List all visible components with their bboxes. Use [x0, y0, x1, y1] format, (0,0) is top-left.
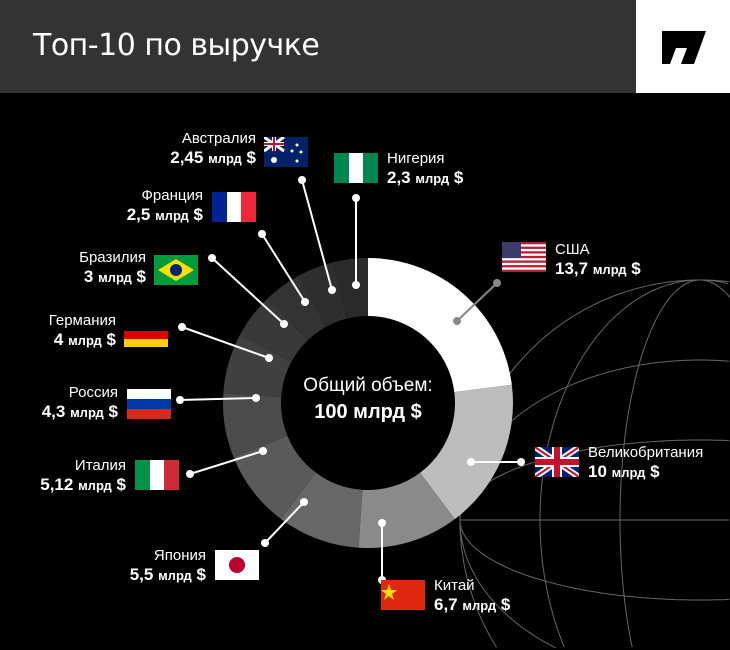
leader-dot [261, 539, 269, 547]
data-label: Япония 5,5 млрд $ [130, 546, 206, 585]
category-label: Германия [48, 312, 116, 329]
leader-dot [352, 281, 360, 289]
flag-cn-icon [381, 580, 425, 610]
slice-7 [240, 298, 308, 363]
data-label: Россия 4,3 млрд $ [42, 383, 118, 422]
leader-line-8 [261, 233, 306, 303]
leader-line-9 [301, 179, 333, 291]
data-label: Италия 5,12 млрд $ [40, 456, 126, 495]
data-label: США 13,7 млрд $ [555, 240, 641, 279]
leader-dot [265, 354, 273, 362]
value-label: 4,3 млрд $ [41, 402, 118, 421]
leader-dot [517, 458, 525, 466]
leader-line-6 [181, 326, 270, 359]
leader-dot [186, 470, 194, 478]
category-label: Австралия [181, 130, 256, 147]
flag-ru-icon [127, 389, 171, 419]
flag-it-icon [135, 460, 179, 490]
leader-dot [298, 176, 306, 184]
data-label: Великобритания 10 млрд $ [588, 443, 703, 482]
slice-8 [267, 275, 327, 341]
leader-dot [252, 394, 260, 402]
leader-line-5 [179, 397, 257, 401]
flag-us-icon [502, 242, 546, 272]
category-label: Великобритания [588, 444, 704, 461]
leader-line-4 [189, 450, 264, 475]
slice-4 [233, 435, 316, 519]
value-label: 5,12 млрд $ [40, 475, 126, 494]
leader-dot [280, 320, 288, 328]
logo-icon [662, 31, 706, 64]
value-label: 2,3 млрд $ [387, 168, 464, 187]
category-label: США [555, 241, 590, 258]
flag-jp-icon [215, 550, 259, 580]
total-label: Общий объем: [303, 375, 433, 396]
leader-dot [208, 254, 216, 262]
leader-dot [301, 298, 309, 306]
leader-dot [453, 317, 461, 325]
leader-dot [176, 396, 184, 404]
leader-dot [258, 230, 266, 238]
logo [636, 0, 730, 93]
value-label: 13,7 млрд $ [555, 259, 641, 278]
flag-au-icon [263, 135, 308, 167]
category-label: Япония [153, 547, 206, 564]
slice-5 [223, 393, 288, 458]
leader-dot [259, 447, 267, 455]
value-label: 6,7 млрд $ [434, 595, 511, 614]
leader-dot [467, 458, 475, 466]
data-label: Германия 4 млрд $ [49, 311, 116, 350]
flag-ng-icon [334, 153, 378, 183]
leader-dot [352, 194, 360, 202]
flag-gb-icon [533, 444, 581, 480]
slice-6 [223, 334, 292, 398]
leader-dot [493, 279, 501, 287]
leader-dot [300, 498, 308, 506]
category-label: Франция [141, 187, 203, 204]
data-label: Франция 2,5 млрд $ [127, 186, 203, 225]
value-label: 3 млрд $ [83, 267, 146, 286]
data-label: Нигерия 2,3 млрд $ [387, 149, 463, 188]
total-value: 100 млрд $ [314, 401, 422, 423]
globe-line [539, 279, 728, 648]
donut-center: Общий объем: 100 млрд $ [268, 375, 468, 424]
slice-1 [420, 384, 513, 520]
leader-dot [328, 286, 336, 294]
flag-fr-icon [212, 192, 256, 222]
data-label: Бразилия 3 млрд $ [79, 248, 146, 287]
flag-br-icon [154, 255, 198, 285]
value-label: 2,45 млрд $ [170, 148, 256, 167]
value-label: 5,5 млрд $ [129, 565, 206, 584]
leader-line-0 [456, 282, 498, 322]
leader-dot [178, 323, 186, 331]
header: Топ-10 по выручке [0, 0, 636, 93]
leader-line-7 [211, 257, 285, 325]
data-label: Китай 6,7 млрд $ [434, 576, 510, 615]
value-label: 2,5 млрд $ [126, 205, 203, 224]
category-label: Нигерия [387, 150, 445, 167]
category-label: Италия [74, 457, 126, 474]
category-label: Бразилия [79, 249, 146, 266]
flag-de-icon [124, 323, 168, 353]
page-title: Топ-10 по выручке [33, 28, 320, 63]
category-label: Россия [68, 384, 118, 401]
slice-10 [333, 258, 368, 319]
value-label: 4 млрд $ [53, 330, 116, 349]
slice-0 [368, 258, 512, 393]
slice-9 [298, 262, 348, 327]
data-label: Австралия 2,45 млрд $ [170, 129, 256, 168]
slice-3 [280, 472, 363, 548]
leader-dot [378, 519, 386, 527]
category-label: Китай [434, 577, 475, 594]
value-label: 10 млрд $ [588, 462, 660, 481]
leader-line-3 [264, 501, 305, 544]
